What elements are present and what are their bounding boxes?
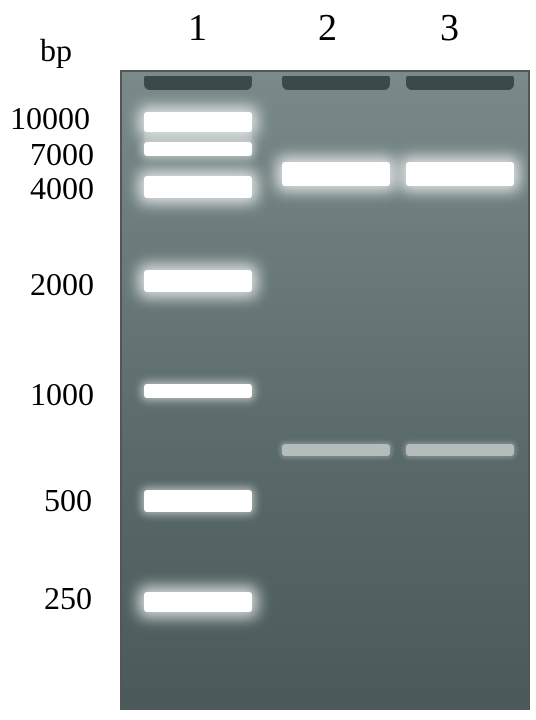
- size-label-2000: 2000: [30, 266, 94, 303]
- size-label-500: 500: [44, 482, 92, 519]
- sample-band-lane3-upper: [406, 162, 514, 186]
- ladder-band-4000: [144, 176, 252, 198]
- size-label-250: 250: [44, 580, 92, 617]
- ladder-band-7000: [144, 142, 252, 156]
- ladder-band-10000: [144, 112, 252, 132]
- well-lane-1: [144, 76, 252, 90]
- unit-label: bp: [40, 32, 72, 69]
- gel-area: [120, 70, 530, 710]
- size-label-7000: 7000: [30, 136, 94, 173]
- size-label-4000: 4000: [30, 170, 94, 207]
- ladder-band-2000: [144, 270, 252, 292]
- lane-label-3: 3: [440, 6, 459, 50]
- well-lane-2: [282, 76, 390, 90]
- sample-band-lane3-lower: [406, 444, 514, 456]
- sample-band-lane2-lower: [282, 444, 390, 456]
- size-label-1000: 1000: [30, 376, 94, 413]
- lane-label-1: 1: [188, 6, 207, 50]
- lane-label-2: 2: [318, 6, 337, 50]
- ladder-band-1000: [144, 384, 252, 398]
- well-lane-3: [406, 76, 514, 90]
- sample-band-lane2-upper: [282, 162, 390, 186]
- ladder-band-250: [144, 592, 252, 612]
- size-label-10000: 10000: [10, 100, 90, 137]
- lane-labels-row: bp 1 2 3: [0, 0, 536, 70]
- gel-figure: bp 1 2 3 10000 7000 4000 2000 1000 500 2…: [0, 0, 536, 720]
- ladder-band-500: [144, 490, 252, 512]
